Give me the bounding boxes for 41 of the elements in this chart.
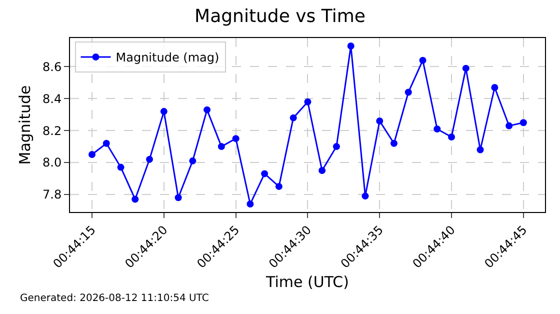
y-tick-label: 8.4 (42, 92, 62, 106)
point (419, 56, 426, 64)
point (520, 119, 527, 126)
point (290, 114, 297, 122)
text: Generated: 2026-08-12 11:10:54 UTC (20, 293, 209, 304)
point (376, 118, 384, 125)
y-tick-label: 8.2 (42, 124, 62, 138)
point (132, 196, 139, 203)
x-axis-title: Time (UTC) (265, 272, 349, 291)
point (261, 170, 268, 178)
point (174, 194, 182, 202)
point (160, 108, 168, 115)
point (304, 98, 312, 106)
chart-title: Magnitude vs Time (194, 6, 366, 28)
y-tick-label: 8.0 (42, 156, 62, 170)
point (102, 140, 110, 147)
point (448, 133, 455, 140)
point (476, 146, 484, 154)
point (275, 182, 282, 190)
y-axis-title: Magnitude (16, 85, 34, 165)
point (491, 84, 498, 91)
point (362, 192, 369, 200)
point (404, 88, 412, 96)
point (146, 156, 154, 163)
point (347, 42, 354, 50)
y-tick-label: 7.8 (42, 188, 62, 202)
point (117, 164, 124, 171)
point (318, 167, 326, 174)
point (434, 125, 441, 132)
point (332, 143, 340, 150)
point (462, 64, 470, 72)
point (88, 151, 96, 158)
point (232, 135, 240, 142)
legend-label: Magnitude (mag) (116, 50, 220, 65)
point (204, 106, 211, 114)
point (189, 157, 196, 164)
y-tick-label: 8.6 (42, 60, 62, 74)
point (506, 122, 513, 130)
point (246, 200, 254, 208)
point (218, 143, 225, 150)
point (390, 140, 398, 147)
